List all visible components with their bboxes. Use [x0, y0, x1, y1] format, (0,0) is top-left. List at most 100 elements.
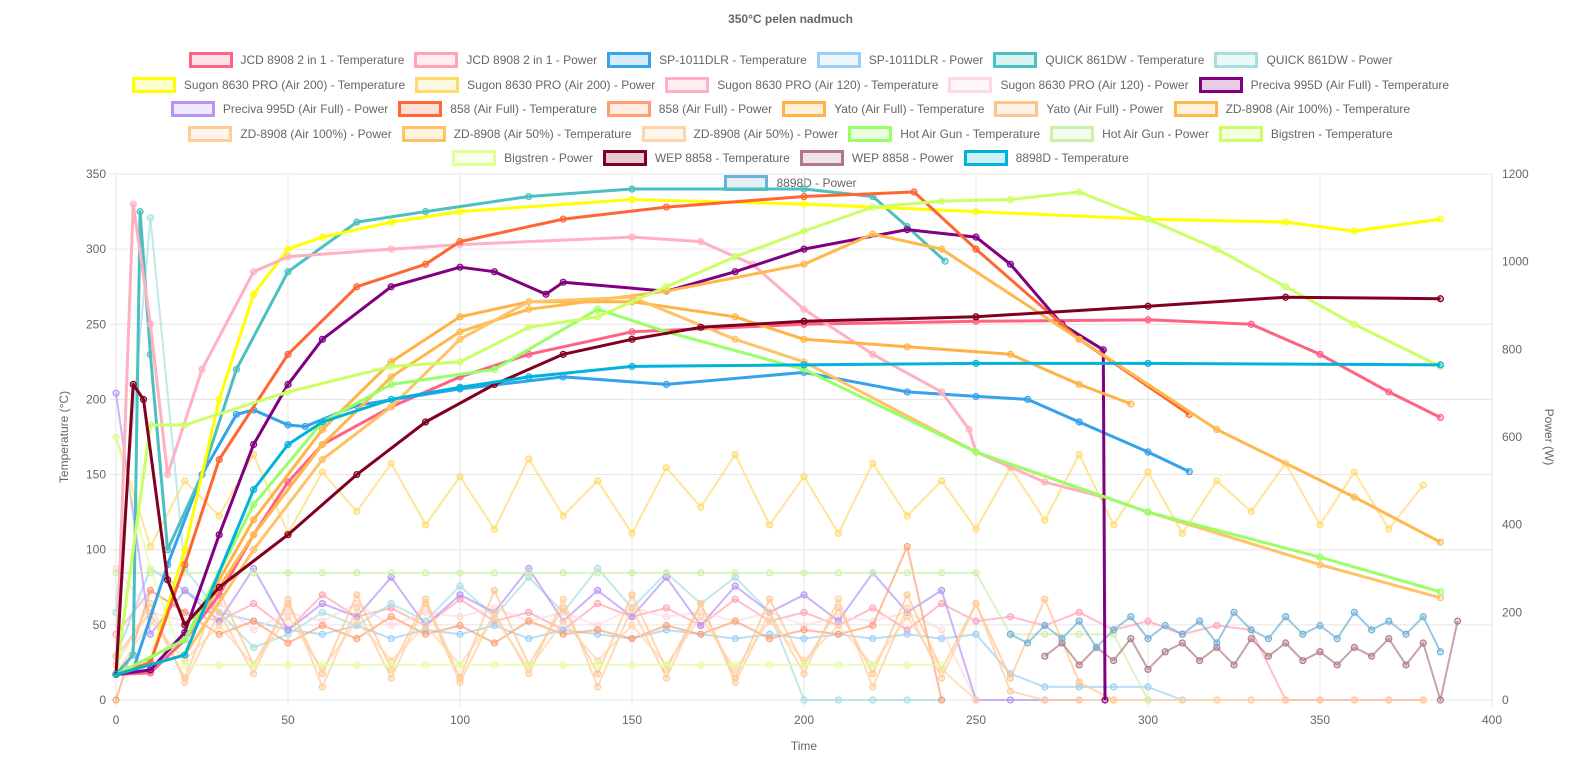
data-point — [559, 661, 567, 669]
legend-item[interactable]: SP-1011DLR - Temperature — [607, 52, 807, 69]
y2-axis-title: Power (W) — [1542, 409, 1556, 466]
legend-item[interactable]: Sugon 8630 PRO (Air 200) - Power — [415, 76, 655, 93]
data-point — [1213, 639, 1221, 647]
data-point — [250, 569, 258, 577]
data-point — [697, 630, 705, 638]
legend-item[interactable]: Sugon 8630 PRO (Air 120) - Temperature — [665, 76, 939, 93]
data-point — [215, 661, 223, 669]
data-point — [937, 569, 946, 577]
y-tick-label: 0 — [99, 693, 106, 707]
x-tick-label: 100 — [450, 713, 470, 727]
legend-item[interactable]: 858 (Air Full) - Power — [606, 101, 772, 118]
data-point — [593, 477, 602, 485]
data-point — [903, 343, 911, 351]
data-point — [387, 362, 395, 370]
data-point — [422, 569, 430, 577]
legend-item[interactable]: Bigstren - Power — [452, 150, 593, 167]
data-point — [1023, 395, 1032, 404]
data-point — [1281, 293, 1290, 301]
legend-item[interactable]: WEP 8858 - Power — [799, 150, 954, 167]
data-point — [181, 421, 189, 429]
data-point — [301, 422, 309, 431]
legend-item[interactable]: Yato (Air Full) - Temperature — [782, 101, 984, 118]
data-point — [1161, 648, 1169, 656]
y-tick-label: 100 — [86, 543, 106, 557]
legend-label: Sugon 8630 PRO (Air 120) - Temperature — [717, 77, 939, 92]
data-point — [910, 188, 918, 196]
legend-item[interactable]: QUICK 861DW - Power — [1214, 52, 1392, 69]
data-point — [1436, 648, 1445, 656]
data-point — [800, 626, 808, 634]
series-line — [115, 228, 1107, 701]
data-point — [456, 328, 464, 336]
legend-item[interactable]: Sugon 8630 PRO (Air 120) - Power — [948, 76, 1189, 93]
data-point — [628, 185, 636, 193]
data-point — [937, 635, 946, 643]
legend-item[interactable]: Hot Air Gun - Temperature — [848, 125, 1040, 142]
data-point — [800, 245, 808, 253]
legend-swatch — [1214, 52, 1259, 69]
data-point — [353, 470, 361, 479]
data-point — [1247, 696, 1255, 704]
data-point — [593, 569, 602, 577]
legend-swatch — [401, 125, 446, 142]
data-point — [250, 643, 258, 652]
legend-item[interactable]: Yato (Air Full) - Power — [994, 101, 1164, 118]
data-point — [1281, 613, 1290, 621]
data-point — [697, 599, 705, 608]
data-point — [869, 661, 877, 669]
legend-item[interactable]: ZD-8908 (Air 100%) - Temperature — [1173, 101, 1410, 118]
legend-item[interactable]: Preciva 995D (Air Full) - Power — [170, 101, 388, 118]
legend-item[interactable]: 8898D - Temperature — [963, 150, 1129, 167]
data-point — [318, 440, 326, 449]
legend-item[interactable]: ZD-8908 (Air 100%) - Power — [188, 125, 392, 142]
data-point — [387, 599, 395, 608]
data-point — [662, 203, 671, 211]
data-point — [697, 661, 705, 669]
data-point — [456, 613, 464, 621]
legend-item[interactable]: JCD 8908 2 in 1 - Temperature — [188, 52, 404, 69]
data-point — [1230, 608, 1238, 616]
data-point — [525, 569, 533, 577]
data-point — [387, 569, 395, 577]
x-tick-label: 50 — [281, 713, 295, 727]
data-point — [215, 455, 223, 464]
data-point — [456, 358, 464, 366]
legend-item[interactable]: Hot Air Gun - Power — [1050, 125, 1209, 142]
data-point — [697, 621, 705, 630]
data-point — [662, 283, 671, 291]
data-point — [164, 546, 172, 554]
series-line — [115, 589, 1424, 701]
legend-item[interactable]: 858 (Air Full) - Temperature — [398, 101, 597, 118]
data-point — [1144, 359, 1152, 367]
data-point — [1109, 683, 1118, 691]
data-point — [525, 373, 533, 381]
legend-item[interactable]: QUICK 861DW - Temperature — [993, 52, 1204, 69]
data-point — [353, 661, 361, 669]
data-point — [353, 218, 361, 226]
data-point — [129, 651, 137, 659]
legend-label: Sugon 8630 PRO (Air 200) - Temperature — [183, 77, 406, 92]
legend-label: ZD-8908 (Air 50%) - Power — [693, 126, 839, 141]
legend-item[interactable]: Sugon 8630 PRO (Air 200) - Temperature — [131, 76, 406, 93]
series-line — [115, 598, 1424, 701]
legend-item[interactable]: JCD 8908 2 in 1 - Power — [414, 52, 597, 69]
data-point — [112, 433, 120, 441]
data-point — [559, 350, 567, 358]
legend-item[interactable]: Preciva 995D (Air Full) - Temperature — [1198, 76, 1449, 93]
data-point — [1316, 521, 1324, 529]
data-point — [387, 373, 395, 381]
legend-item[interactable]: Bigstren - Temperature — [1218, 125, 1393, 142]
data-point — [834, 595, 843, 603]
data-point — [1247, 320, 1255, 328]
data-point — [1247, 626, 1255, 634]
legend-item[interactable]: SP-1011DLR - Power — [816, 52, 983, 69]
data-point — [181, 651, 189, 659]
legend-item[interactable]: ZD-8908 (Air 50%) - Power — [641, 125, 839, 142]
legend-item[interactable]: WEP 8858 - Temperature — [602, 150, 790, 167]
legend-item[interactable]: ZD-8908 (Air 50%) - Temperature — [401, 125, 632, 142]
legend-label: ZD-8908 (Air 100%) - Power — [240, 126, 392, 141]
data-point — [250, 501, 258, 509]
data-point — [1419, 639, 1427, 647]
